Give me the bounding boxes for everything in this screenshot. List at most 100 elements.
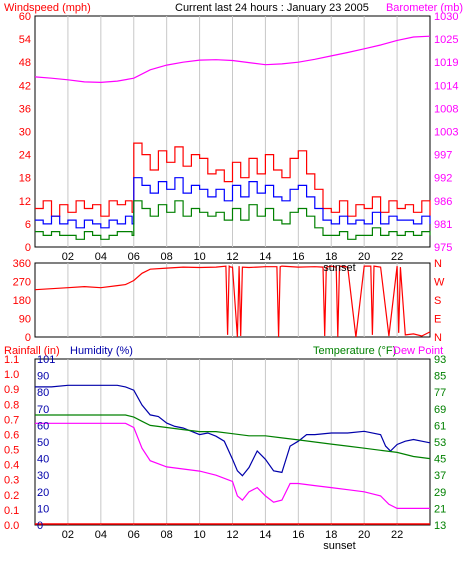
wind-gust-line <box>35 142 431 217</box>
compass-tick-label: N <box>434 332 442 344</box>
humidity-line <box>35 384 431 477</box>
x-tick-label: 06 <box>128 529 140 541</box>
windspeed-axis-title: Windspeed (mph) <box>4 2 91 14</box>
temperature-y-tick-label: 93 <box>434 354 446 366</box>
x-tick-label: 18 <box>325 251 337 263</box>
x-tick-label: 08 <box>161 251 173 263</box>
humidity-y-tick-label: 20 <box>37 487 49 499</box>
direction-y-tick-label: 180 <box>13 295 31 307</box>
rainfall-y-tick-label: 0.1 <box>4 505 19 517</box>
rainfall-y-tick-label: 0.6 <box>4 429 19 441</box>
x-tick-label: 02 <box>62 251 74 263</box>
humidity-y-tick-label: 0 <box>37 520 43 532</box>
humidity-y-tick-label: 60 <box>37 420 49 432</box>
barometer-y-tick-label: 1030 <box>434 11 458 23</box>
x-tick-label: 04 <box>95 251 107 263</box>
humidity-y-tick-label: 90 <box>37 371 49 383</box>
temperature-line <box>35 414 431 460</box>
x-tick-label: 10 <box>193 529 205 541</box>
humidity-y-tick-label: 40 <box>37 454 49 466</box>
wind-y-tick-label: 36 <box>19 103 31 115</box>
x-tick-label: 10 <box>193 251 205 263</box>
barometer-y-tick-label: 975 <box>434 242 452 254</box>
barometer-y-tick-label: 1019 <box>434 57 458 69</box>
rainfall-y-tick-label: 0.8 <box>4 399 19 411</box>
humidity-y-tick-label: 30 <box>37 470 49 482</box>
chart-title: Current last 24 hours : January 23 2005 <box>175 2 369 14</box>
wind-y-tick-label: 6 <box>25 219 31 231</box>
wind-y-tick-label: 0 <box>25 242 31 254</box>
temperature-y-tick-label: 37 <box>434 470 446 482</box>
compass-tick-label: N <box>434 258 442 270</box>
x-tick-label: 02 <box>62 529 74 541</box>
x-tick-label: 22 <box>391 529 403 541</box>
barometer-y-tick-label: 1014 <box>434 80 458 92</box>
temperature-y-tick-label: 53 <box>434 437 446 449</box>
temperature-y-tick-label: 13 <box>434 520 446 532</box>
x-tick-label: 16 <box>292 529 304 541</box>
x-tick-label: 06 <box>128 251 140 263</box>
humidity-y-tick-label: 10 <box>37 503 49 515</box>
sunset-label: sunset <box>323 262 355 274</box>
wind-y-tick-label: 54 <box>19 34 31 46</box>
x-tick-label: 18 <box>325 529 337 541</box>
direction-y-tick-label: 0 <box>25 332 31 344</box>
direction-y-tick-label: 360 <box>13 258 31 270</box>
x-tick-label: 08 <box>161 529 173 541</box>
x-tick-label: 22 <box>391 251 403 263</box>
barometer-y-tick-label: 981 <box>434 219 452 231</box>
direction-y-tick-label: 270 <box>13 277 31 289</box>
compass-tick-label: S <box>434 295 441 307</box>
barometer-y-tick-label: 986 <box>434 196 452 208</box>
temperature-y-tick-label: 45 <box>434 454 446 466</box>
temperature-y-tick-label: 61 <box>434 420 446 432</box>
x-tick-label: 20 <box>358 251 370 263</box>
temperature-axis-title: Temperature (°F) <box>313 345 396 357</box>
dewpoint-line <box>35 422 430 509</box>
wind-y-tick-label: 24 <box>19 150 31 162</box>
direction-y-tick-label: 90 <box>19 314 31 326</box>
x-tick-label: 12 <box>226 251 238 263</box>
rainfall-y-tick-label: 0.5 <box>4 445 19 457</box>
wind-direction-line <box>34 265 431 338</box>
temperature-y-tick-label: 69 <box>434 404 446 416</box>
wind-y-tick-label: 30 <box>19 127 31 139</box>
x-tick-label: 04 <box>95 529 107 541</box>
barometer-y-tick-label: 1003 <box>434 127 458 139</box>
wind-y-tick-label: 18 <box>19 173 31 185</box>
wind-average-line <box>35 177 431 229</box>
wind-y-tick-label: 60 <box>19 11 31 23</box>
x-tick-label: 12 <box>226 529 238 541</box>
barometer-y-tick-label: 1008 <box>434 103 458 115</box>
wind-y-tick-label: 48 <box>19 57 31 69</box>
humidity-y-tick-label: 70 <box>37 404 49 416</box>
x-tick-label: 14 <box>259 251 271 263</box>
wind-y-tick-label: 42 <box>19 80 31 92</box>
x-tick-label: 16 <box>292 251 304 263</box>
rainfall-y-tick-label: 0.7 <box>4 414 19 426</box>
wind-minimum-line <box>35 200 431 240</box>
rainfall-axis-title: Rainfall (in) <box>4 345 60 357</box>
barometer-y-tick-label: 992 <box>434 173 452 185</box>
barometer-y-tick-label: 1025 <box>434 34 458 46</box>
barometer-line <box>34 35 431 84</box>
rainfall-y-tick-label: 0.3 <box>4 475 19 487</box>
humidity-y-tick-label: 101 <box>37 354 55 366</box>
temperature-y-tick-label: 21 <box>434 503 446 515</box>
humidity-y-tick-label: 50 <box>37 437 49 449</box>
rainfall-y-tick-label: 0.9 <box>4 384 19 396</box>
rainfall-y-tick-label: 1.0 <box>4 369 19 381</box>
humidity-axis-title: Humidity (%) <box>70 345 133 357</box>
wind-y-tick-label: 12 <box>19 196 31 208</box>
rainfall-y-tick-label: 1.1 <box>4 354 19 366</box>
dewpoint-axis-title: Dew Point <box>393 345 443 357</box>
rainfall-y-tick-label: 0.2 <box>4 490 19 502</box>
humidity-y-tick-label: 80 <box>37 387 49 399</box>
x-tick-label: 20 <box>358 529 370 541</box>
rainfall-y-tick-label: 0.0 <box>4 520 19 532</box>
compass-tick-label: E <box>434 314 441 326</box>
sunset-label: sunset <box>323 540 355 552</box>
barometer-axis-title: Barometer (mb) <box>386 2 463 14</box>
